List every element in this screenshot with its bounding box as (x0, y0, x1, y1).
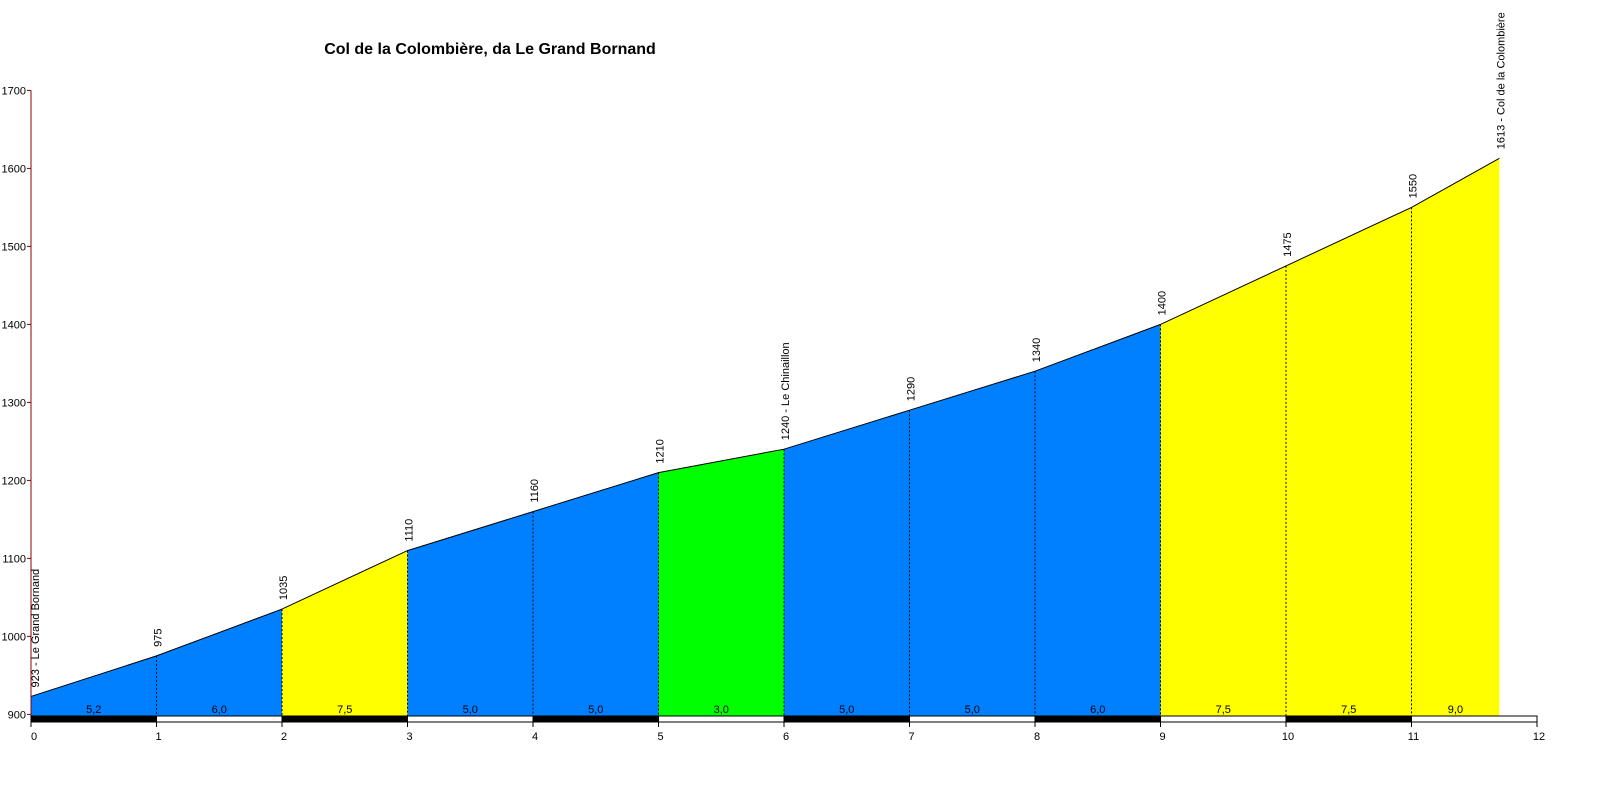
gradient-label: 5,0 (588, 704, 603, 716)
km-bar-block (1285, 715, 1412, 723)
km-bar-block (281, 715, 408, 723)
km-bar-block (1034, 715, 1161, 723)
elevation-label: 923 - Le Grand Bornand (30, 569, 42, 688)
profile-segment (156, 609, 282, 716)
y-tick-label: 1300 (2, 397, 26, 409)
x-tick-label: 5 (657, 731, 663, 743)
chart-title: Col de la Colombière, da Le Grand Bornan… (324, 41, 656, 58)
profile-line (30, 157, 1500, 697)
km-bar-block (407, 715, 534, 723)
elevation-label: 1035 (278, 576, 290, 600)
km-bar-block (1160, 715, 1287, 723)
elevation-label: 1340 (1031, 338, 1043, 362)
km-bar-block (909, 715, 1036, 723)
elevation-label: 1110 (404, 519, 416, 542)
profile-segment (1160, 265, 1286, 716)
x-tick-label: 2 (281, 731, 287, 743)
profile-segment (31, 655, 157, 716)
profile-segment (1411, 158, 1500, 716)
x-tick-label: 6 (783, 731, 789, 743)
profile-segment (909, 371, 1035, 716)
gradient-label: 5,0 (839, 704, 854, 716)
x-tick-label: 8 (1034, 731, 1040, 743)
profile-segment (1286, 207, 1412, 716)
profile-segment (282, 550, 408, 716)
x-tick-label: 12 (1533, 731, 1545, 743)
gradient-label: 6,0 (212, 704, 227, 716)
elevation-label: 1475 (1282, 232, 1294, 256)
profile-segment (784, 410, 910, 716)
x-tick-label: 4 (532, 731, 538, 743)
y-tick-label: 1400 (2, 319, 26, 331)
km-bar-block (1411, 715, 1538, 723)
profile-segment (1035, 324, 1161, 716)
km-bar-block (783, 715, 910, 723)
elevation-label: 1240 - Le Chinaillon (780, 342, 792, 440)
profile-segment (407, 511, 533, 716)
elevation-label: 975 (153, 629, 165, 647)
x-tick-label: 0 (31, 731, 37, 743)
elevation-label: 1210 (655, 439, 667, 463)
elevation-label: 1290 (906, 377, 918, 401)
gradient-label: 5,2 (86, 704, 101, 716)
gradient-label: 7,5 (1216, 704, 1231, 716)
gradient-label: 5,0 (965, 704, 980, 716)
km-bar-block (156, 715, 283, 723)
elevation-label: 1400 (1157, 291, 1169, 315)
y-tick-label: 900 (8, 709, 26, 721)
y-tick-label: 1700 (2, 85, 26, 97)
km-bar-block (30, 715, 157, 723)
y-tick-label: 1100 (2, 553, 26, 565)
elevation-label: 1550 (1408, 174, 1420, 198)
y-tick-label: 1000 (2, 631, 26, 643)
km-bar-block (658, 715, 785, 723)
x-tick-label: 7 (908, 731, 914, 743)
elevation-label: 1613 - Col de la Colombière (1495, 12, 1507, 149)
y-tick-label: 1200 (2, 475, 26, 487)
gradient-label: 7,5 (1341, 704, 1356, 716)
gradient-label: 3,0 (714, 704, 729, 716)
y-tick-label: 1500 (2, 241, 26, 253)
km-bar-block (532, 715, 659, 723)
gradient-label: 5,0 (463, 704, 478, 716)
x-tick-label: 9 (1159, 731, 1165, 743)
gradient-label: 9,0 (1448, 704, 1463, 716)
x-tick-label: 1 (155, 731, 161, 743)
x-tick-label: 11 (1408, 731, 1419, 743)
profile-segment (658, 449, 784, 716)
y-tick-label: 1600 (2, 163, 26, 175)
gradient-label: 7,5 (337, 704, 352, 716)
x-tick-label: 3 (406, 731, 412, 743)
x-tick-label: 10 (1282, 731, 1294, 743)
profile-segment (533, 472, 659, 716)
elevation-label: 1160 (529, 479, 541, 503)
gradient-label: 6,0 (1090, 704, 1105, 716)
